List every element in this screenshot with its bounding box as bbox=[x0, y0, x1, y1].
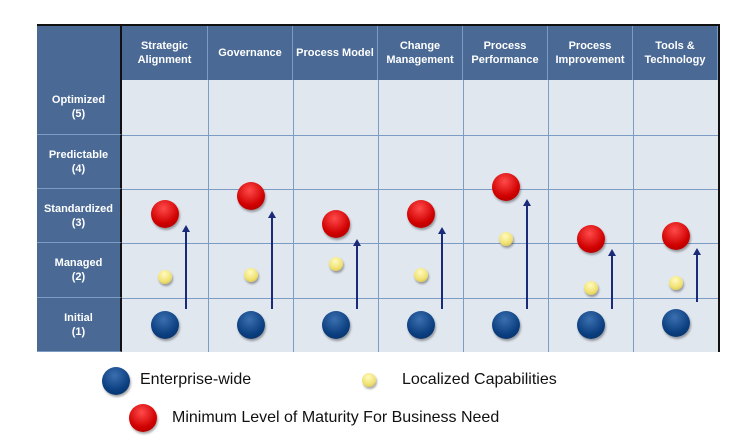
maturity-arrow bbox=[352, 238, 361, 309]
grid-hline bbox=[122, 135, 718, 136]
grid-hline bbox=[122, 298, 718, 299]
row-label: Standardized bbox=[43, 202, 114, 215]
row-level: (1) bbox=[71, 325, 86, 338]
maturity-arrow bbox=[607, 249, 616, 309]
row-label: Optimized bbox=[51, 94, 106, 106]
grid-vline bbox=[293, 80, 294, 352]
column-header: Process Model bbox=[293, 26, 378, 80]
corner-cell bbox=[37, 26, 122, 80]
enterprise-wide-dot bbox=[321, 311, 350, 339]
maturity-arrow bbox=[522, 199, 531, 309]
minimum-need-dot bbox=[491, 173, 520, 202]
row-header: Optimized (5) bbox=[37, 80, 122, 135]
row-level: (4) bbox=[71, 162, 86, 175]
row-level: (2) bbox=[71, 271, 86, 283]
enterprise-wide-dot bbox=[236, 311, 265, 339]
minimum-need-dot bbox=[661, 222, 690, 251]
minimum-need-dot bbox=[151, 199, 179, 228]
legend-minimum-label: Minimum Level of Maturity For Business N… bbox=[172, 409, 500, 426]
localized-dot bbox=[413, 267, 428, 282]
localized-dot bbox=[668, 276, 683, 291]
column-header: Strategic Alignment bbox=[122, 26, 208, 80]
localized-dot bbox=[243, 267, 258, 282]
minimum-need-dot bbox=[406, 199, 435, 228]
column-header: Governance bbox=[208, 26, 293, 80]
enterprise-wide-dot bbox=[491, 311, 520, 339]
column-header: Process Performance bbox=[463, 26, 548, 80]
row-header: Predictable (4) bbox=[37, 135, 122, 189]
maturity-arrow bbox=[437, 226, 446, 309]
row-label: Predictable bbox=[48, 148, 109, 161]
enterprise-wide-dot bbox=[661, 308, 690, 337]
localized-dot bbox=[328, 256, 343, 271]
column-header: Process Improvement bbox=[548, 26, 633, 80]
maturity-arrow bbox=[267, 210, 276, 309]
row-header: Standardized (3) bbox=[37, 189, 122, 243]
grid-vline bbox=[463, 80, 464, 352]
minimum-need-dot bbox=[321, 210, 350, 239]
row-header: Initial (1) bbox=[37, 298, 122, 352]
maturity-grid: Strategic Alignment Governance Process Mod… bbox=[37, 24, 720, 352]
column-header: Change Management bbox=[378, 26, 463, 80]
grid-hline bbox=[122, 189, 718, 190]
localized-dot bbox=[158, 270, 172, 285]
minimum-need-dot bbox=[236, 181, 265, 210]
grid-hline bbox=[122, 243, 718, 244]
legend-enterprise-label: Enterprise-wide bbox=[140, 371, 252, 388]
column-header: Tools & Technology bbox=[633, 26, 718, 80]
maturity-arrow bbox=[692, 247, 701, 302]
legend-enterprise-dot bbox=[102, 367, 130, 395]
row-label: Initial bbox=[64, 311, 93, 324]
localized-dot bbox=[583, 280, 598, 295]
row-label: Managed bbox=[54, 257, 103, 269]
row-level: (3) bbox=[71, 216, 86, 229]
grid-vline bbox=[548, 80, 549, 352]
enterprise-wide-dot bbox=[151, 311, 179, 339]
row-header: Managed (2) bbox=[37, 243, 122, 298]
enterprise-wide-dot bbox=[406, 311, 435, 339]
grid-vline bbox=[633, 80, 634, 352]
enterprise-wide-dot bbox=[576, 311, 605, 339]
localized-dot bbox=[498, 231, 513, 246]
legend-localized-label: Localized Capabilities bbox=[402, 371, 557, 388]
maturity-arrow bbox=[182, 225, 190, 309]
legend-minimum-dot bbox=[129, 404, 157, 432]
minimum-need-dot bbox=[576, 224, 605, 253]
legend-localized-dot bbox=[362, 373, 376, 387]
grid-vline bbox=[208, 80, 209, 352]
row-level: (5) bbox=[71, 108, 86, 120]
grid-vline bbox=[378, 80, 379, 352]
